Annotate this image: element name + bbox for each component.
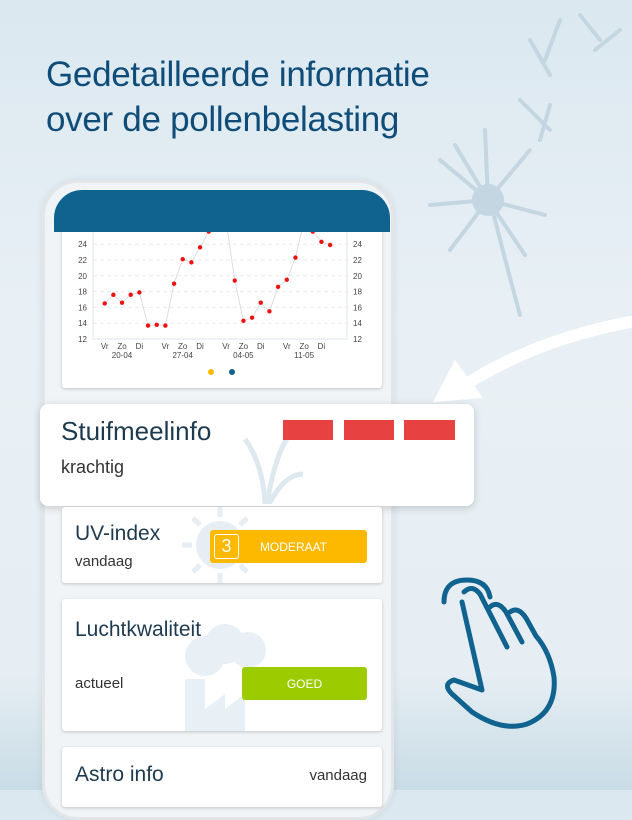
pollen-chart: 12 12 14 14 16 16 18 18 20 20 22 22 24 24 Vr Zo Di Vr Zo Di… — [78, 231, 362, 375]
y-tick-left: 22 — [78, 256, 87, 265]
data-point — [293, 255, 298, 260]
data-point — [249, 315, 255, 320]
air-badge: GOED — [242, 667, 367, 700]
y-tick-left: 14 — [78, 319, 87, 328]
x-tick-day: Vr — [222, 342, 230, 351]
data-point — [267, 309, 272, 314]
data-point — [275, 284, 281, 290]
uv-value: 3 — [214, 534, 239, 559]
data-point — [241, 318, 246, 324]
uv-title: UV-index — [75, 522, 161, 545]
pollen-title: Stuifmeelinfo — [61, 416, 212, 446]
dandelion-icon — [428, 13, 622, 317]
app-header — [54, 190, 390, 232]
data-point — [154, 322, 159, 327]
data-point — [128, 292, 133, 297]
x-tick-day: Zo — [178, 342, 188, 351]
air-subtitle: actueel — [75, 675, 124, 692]
x-tick-day: Zo — [117, 342, 127, 351]
x-tick-day: Zo — [239, 342, 249, 351]
factory-icon — [185, 624, 266, 731]
x-tick-day: Di — [257, 342, 265, 351]
level-bar — [404, 420, 455, 440]
y-tick-left: 12 — [78, 335, 87, 344]
air-quality-card[interactable]: Luchtkwaliteit actueel GOED — [62, 599, 382, 731]
x-tick-day: Zo — [299, 342, 309, 351]
data-point — [232, 278, 237, 283]
x-tick-day: Di — [136, 342, 144, 351]
y-tick-right: 22 — [353, 256, 362, 265]
y-tick-right: 14 — [353, 319, 362, 328]
data-point — [102, 301, 107, 306]
x-tick-day: Di — [196, 342, 204, 351]
x-tick-date: 11-05 — [294, 351, 314, 360]
data-point — [163, 323, 168, 328]
y-tick-left: 24 — [78, 240, 87, 249]
astro-card[interactable]: Astro info vandaag — [62, 747, 382, 807]
y-tick-left: 18 — [78, 288, 87, 297]
data-point — [189, 260, 194, 265]
astro-title: Astro info — [75, 763, 164, 786]
headline: Gedetailleerde informatie over de pollen… — [46, 52, 430, 142]
y-tick-left: 16 — [78, 303, 87, 312]
data-point — [327, 242, 333, 248]
air-title: Luchtkwaliteit — [75, 618, 202, 641]
x-tick-day: Di — [318, 342, 326, 351]
y-tick-right: 18 — [353, 288, 362, 297]
x-tick-date: 27-04 — [172, 351, 193, 360]
astro-subtitle: vandaag — [309, 767, 367, 784]
uv-card[interactable]: UV-index vandaag 3 MODERAAT — [62, 507, 382, 583]
y-tick-right: 20 — [353, 272, 362, 281]
x-tick-day: Vr — [101, 342, 109, 351]
data-point — [284, 277, 289, 282]
level-bar — [283, 420, 333, 440]
y-tick-right: 16 — [353, 303, 362, 312]
data-point — [145, 323, 151, 328]
uv-badge: 3 MODERAAT — [210, 530, 367, 563]
pagination-dot — [208, 369, 214, 375]
y-tick-right: 24 — [353, 240, 362, 249]
x-tick-date: 20-04 — [112, 351, 133, 360]
pagination-dot-active — [229, 369, 235, 375]
pollen-card[interactable]: Stuifmeelinfo krachtig — [40, 404, 474, 506]
x-tick-day: Vr — [283, 342, 291, 351]
headline-line2: over de pollenbelasting — [46, 100, 400, 139]
data-point — [258, 300, 263, 305]
pollen-subtitle: krachtig — [61, 457, 125, 477]
headline-line1: Gedetailleerde informatie — [46, 55, 430, 94]
y-tick-left: 20 — [78, 272, 87, 281]
data-point — [319, 239, 324, 245]
y-tick-right: 12 — [353, 335, 362, 344]
uv-subtitle: vandaag — [75, 553, 133, 570]
data-point — [180, 257, 185, 262]
arrow-icon — [433, 316, 632, 402]
data-point — [197, 245, 203, 250]
hand-tap-icon — [441, 577, 557, 729]
uv-label: MODERAAT — [259, 539, 328, 554]
x-tick-date: 04-05 — [233, 351, 254, 360]
x-tick-day: Vr — [162, 342, 170, 351]
data-point — [171, 281, 177, 286]
data-point — [111, 292, 116, 297]
chart-card — [62, 220, 382, 388]
series-line — [104, 231, 331, 327]
data-point — [119, 300, 125, 305]
data-point — [137, 290, 142, 295]
level-bar — [344, 420, 394, 440]
